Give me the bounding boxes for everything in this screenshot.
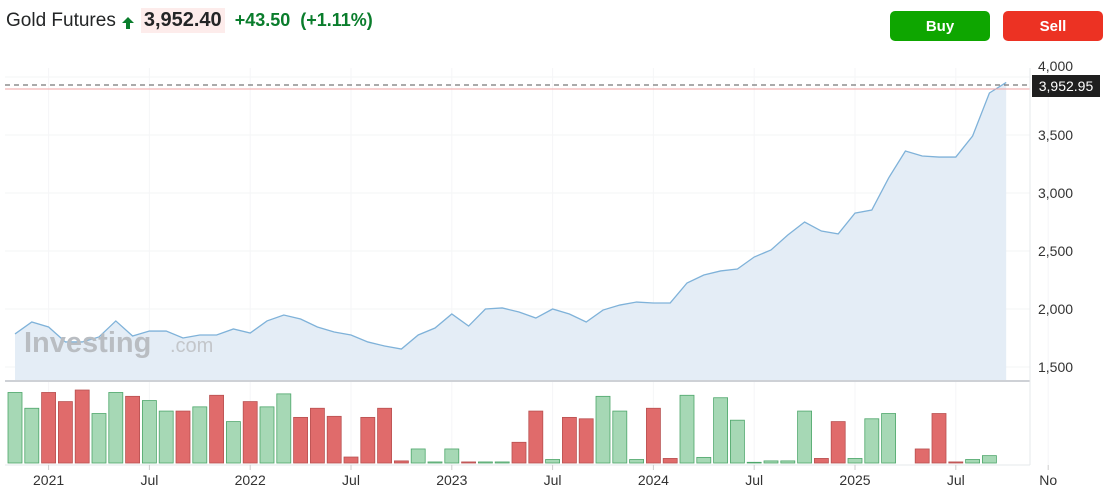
volume-bar: [578, 418, 594, 464]
y-tick-label: 3,500: [1038, 127, 1073, 143]
volume-bar: [410, 448, 426, 464]
volume-bar: [242, 401, 258, 464]
x-tick-label: 2023: [436, 472, 467, 488]
volume-bar: [511, 441, 527, 464]
volume-bar: [494, 461, 510, 464]
volume-bar: [225, 421, 241, 464]
x-tick-label: 2024: [638, 472, 669, 488]
x-tick-label: Jul: [140, 472, 158, 488]
volume-bar: [393, 460, 409, 464]
volume-bar: [931, 413, 947, 464]
volume-bar: [847, 458, 863, 464]
volume-bar: [209, 394, 225, 464]
volume-bar: [746, 461, 762, 464]
volume-bar: [612, 410, 628, 464]
volume-bar: [562, 416, 577, 464]
last-price-tag-text: 3,952.95: [1039, 78, 1094, 94]
volume-bar: [595, 395, 611, 464]
instrument-title: Gold Futures: [6, 9, 116, 31]
volume-bar: [763, 460, 779, 464]
watermark-brand: Investing: [24, 327, 151, 359]
price-line: [14, 81, 1007, 350]
volume-bar: [948, 461, 964, 464]
x-tick-label: Jul: [947, 472, 965, 488]
volume-bar: [477, 461, 493, 464]
volume-bar: [797, 410, 812, 464]
volume-bar: [158, 410, 174, 464]
x-tick-label: Jul: [544, 472, 562, 488]
volume-bar: [293, 416, 309, 464]
volume-bar: [427, 461, 443, 464]
volume-bar: [41, 392, 56, 464]
buy-button[interactable]: Buy: [890, 11, 990, 41]
volume-bar: [461, 461, 477, 464]
volume-bar: [309, 407, 325, 464]
volume-bar: [696, 456, 712, 464]
x-tick-label: No: [1039, 472, 1057, 488]
volume-bar: [343, 456, 359, 464]
x-tick-label: Jul: [342, 472, 360, 488]
volume-bar: [679, 394, 695, 464]
volume-bar: [982, 455, 997, 464]
sell-button[interactable]: Sell: [1003, 11, 1103, 41]
volume-bar: [881, 413, 896, 464]
last-price: 3,952.40: [140, 8, 225, 33]
investing-watermark: Investing .com: [24, 327, 213, 359]
volume-bar: [780, 460, 796, 464]
volume-bar: [141, 400, 157, 464]
arrow-up-icon: [121, 14, 134, 29]
volume-bar: [914, 448, 930, 464]
price-change: +43.50: [234, 10, 291, 30]
y-tick-label: 1,500: [1038, 359, 1073, 375]
x-tick-label: 2021: [33, 472, 64, 488]
volume-bar: [646, 407, 661, 464]
volume-bar: [108, 392, 124, 464]
volume-bar: [276, 393, 292, 464]
y-tick-label: 3,000: [1038, 185, 1073, 201]
volume-bar: [965, 459, 980, 464]
volume-bar: [175, 410, 191, 464]
volume-bar: [91, 413, 107, 464]
volume-bar: [7, 392, 23, 464]
y-tick-label: 4,000: [1038, 58, 1073, 74]
volume-bar: [192, 406, 208, 464]
last-price-tag: [1032, 75, 1100, 97]
volume-bar: [24, 407, 40, 464]
x-tick-label: Jul: [745, 472, 763, 488]
volume-bar: [58, 401, 73, 464]
volume-bar: [730, 419, 745, 464]
watermark-domain: .com: [170, 335, 213, 357]
volume-bar: [830, 421, 846, 464]
price-area: [15, 82, 1007, 381]
volume-bar: [125, 395, 140, 464]
volume-bar: [377, 407, 393, 464]
y-tick-label: 2,000: [1038, 301, 1073, 317]
volume-bar: [814, 458, 829, 464]
x-tick-label: 2025: [839, 472, 870, 488]
volume-bar: [713, 397, 728, 464]
volume-bar: [545, 459, 560, 464]
volume-bar: [662, 458, 678, 464]
volume-bar: [629, 459, 644, 464]
volume-bar: [528, 410, 544, 464]
volume-bar: [259, 406, 275, 464]
volume-bar: [326, 415, 342, 464]
volume-bar: [444, 448, 460, 464]
volume-bar: [360, 416, 376, 464]
price-change-percent: (+1.11%): [300, 10, 373, 30]
x-tick-label: 2022: [235, 472, 266, 488]
volume-bar: [74, 389, 90, 464]
instrument-header: Gold Futures 3,952.40 +43.50 (+1.11%): [6, 8, 373, 33]
y-tick-label: 2,500: [1038, 243, 1073, 259]
volume-bar: [864, 418, 880, 464]
